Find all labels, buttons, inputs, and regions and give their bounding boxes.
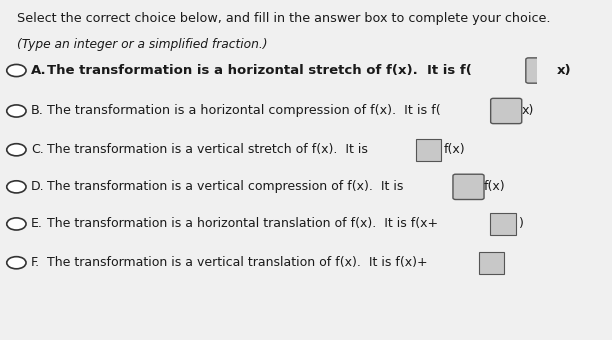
- Text: f(x): f(x): [444, 143, 466, 156]
- Text: (Type an integer or a simplified fraction.): (Type an integer or a simplified fractio…: [18, 38, 268, 51]
- Text: E.: E.: [31, 218, 43, 231]
- FancyBboxPatch shape: [526, 58, 557, 83]
- Text: x): x): [522, 104, 534, 118]
- FancyBboxPatch shape: [453, 174, 484, 200]
- FancyBboxPatch shape: [416, 139, 441, 161]
- Text: ): ): [519, 218, 524, 231]
- FancyBboxPatch shape: [491, 98, 522, 124]
- Text: f(x): f(x): [484, 180, 506, 193]
- Text: Select the correct choice below, and fill in the answer box to complete your cho: Select the correct choice below, and fil…: [18, 12, 551, 24]
- Text: The transformation is a vertical stretch of f(x).  It is: The transformation is a vertical stretch…: [47, 143, 372, 156]
- Text: The transformation is a vertical compression of f(x).  It is: The transformation is a vertical compres…: [47, 180, 408, 193]
- Text: x): x): [557, 64, 572, 77]
- FancyBboxPatch shape: [479, 252, 504, 274]
- Circle shape: [7, 105, 26, 117]
- Text: The transformation is a horizontal translation of f(x).  It is f(x+: The transformation is a horizontal trans…: [47, 218, 438, 231]
- FancyBboxPatch shape: [490, 213, 516, 235]
- Text: B.: B.: [31, 104, 43, 118]
- Circle shape: [7, 181, 26, 193]
- Text: The transformation is a vertical translation of f(x).  It is f(x)+: The transformation is a vertical transla…: [47, 256, 428, 269]
- Text: F.: F.: [31, 256, 40, 269]
- Circle shape: [7, 144, 26, 156]
- Text: A.: A.: [31, 64, 47, 77]
- Text: The transformation is a horizontal compression of f(x).  It is f(: The transformation is a horizontal compr…: [47, 104, 441, 118]
- Circle shape: [7, 218, 26, 230]
- Text: The transformation is a horizontal stretch of f(x).  It is f(: The transformation is a horizontal stret…: [47, 64, 472, 77]
- Text: C.: C.: [31, 143, 43, 156]
- Circle shape: [7, 257, 26, 269]
- Text: D.: D.: [31, 180, 45, 193]
- Circle shape: [7, 65, 26, 76]
